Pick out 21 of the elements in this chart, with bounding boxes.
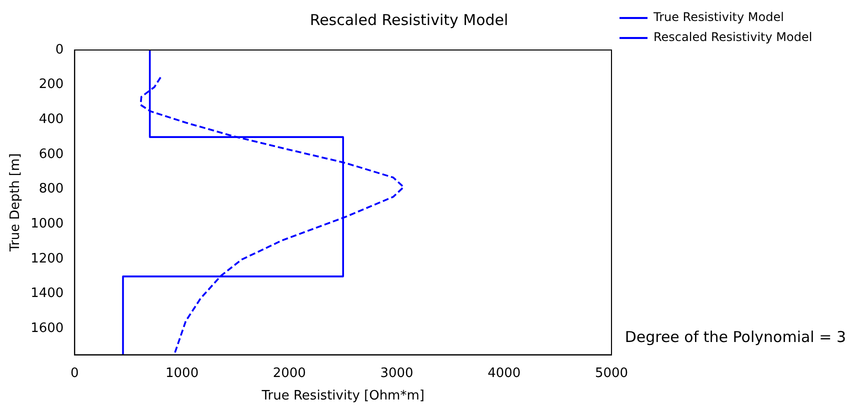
y-tick-label: 1600: [30, 321, 64, 336]
chart-title: Rescaled Resistivity Model: [310, 10, 508, 29]
y-tick-label: 400: [38, 112, 64, 128]
y-tick-label: 1400: [30, 286, 64, 302]
y-tick-label: 800: [38, 182, 64, 197]
y-tick-label: 1000: [30, 216, 64, 232]
x-tick-label: 2000: [272, 366, 306, 381]
y-tick-label: 200: [38, 77, 64, 92]
x-tick-label: 4000: [488, 366, 521, 381]
x-tick-label: 0: [70, 366, 79, 381]
y-tick-label: 1200: [30, 251, 64, 266]
x-tick-label: 5000: [594, 366, 628, 381]
legend-label: True Resistivity Model: [652, 10, 784, 24]
x-tick-label: 1000: [166, 366, 199, 381]
y-tick-label: 0: [55, 42, 64, 58]
text: Degree of the Polynomial = 3: [624, 328, 846, 346]
y-tick-label: 600: [38, 146, 64, 162]
x-axis-title: True Resistivity [Ohm*m]: [260, 388, 424, 404]
y-axis-title: True Depth [m]: [8, 153, 24, 253]
x-tick-label: 3000: [380, 366, 414, 381]
legend-label: Rescaled Resistivity Model: [654, 30, 812, 44]
